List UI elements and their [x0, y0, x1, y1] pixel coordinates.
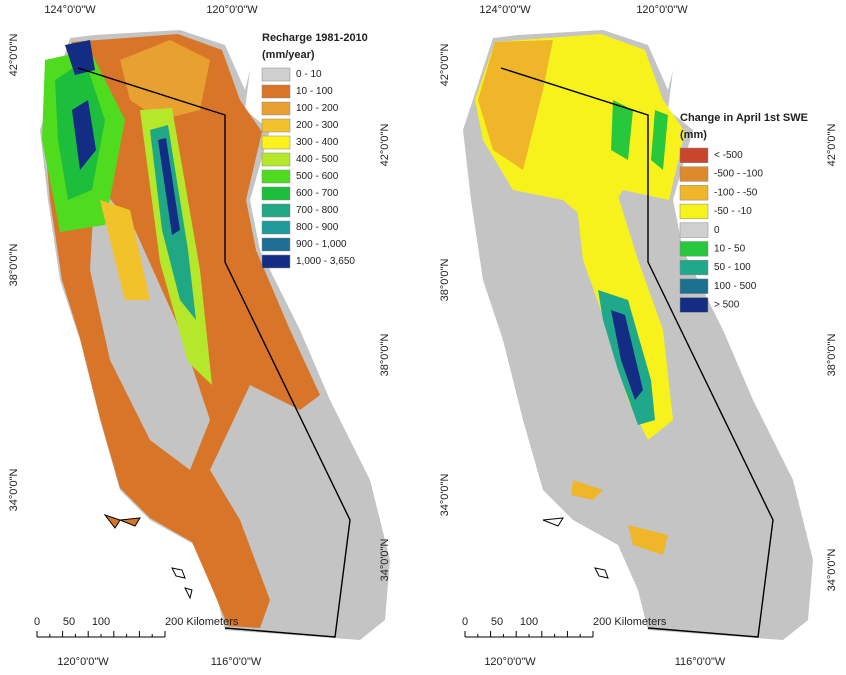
legend-swatch	[261, 169, 291, 184]
legend-swatch	[261, 203, 291, 218]
legend-swatch	[679, 185, 709, 201]
longitude-label: 120°0'0"W	[206, 4, 258, 16]
legend-swatch	[261, 84, 291, 99]
latitude-label: 34°0'0"N	[439, 474, 451, 517]
recharge-map	[40, 30, 390, 640]
legend-swatch	[679, 259, 709, 276]
legend-title: Recharge 1981-2010	[262, 32, 368, 44]
legend-label: 500 - 600	[296, 171, 339, 182]
legend-label: 0 - 10	[296, 69, 322, 80]
latitude-label: 42°0'0"N	[379, 124, 391, 167]
scale-label: 100	[520, 616, 538, 628]
latitude-label: 42°0'0"N	[8, 34, 20, 77]
legend-swatch	[679, 278, 709, 294]
latitude-label: 42°0'0"N	[439, 44, 451, 87]
legend-label: 300 - 400	[296, 137, 339, 148]
legend-label: -100 - -50	[714, 187, 758, 198]
legend-unit: (mm)	[680, 129, 707, 141]
swe-change-map	[463, 30, 813, 640]
legend-label: 0	[714, 225, 720, 236]
longitude-label: 116°0'0"W	[675, 656, 726, 668]
latitude-label: 38°0'0"N	[379, 334, 391, 377]
legend-swatch	[261, 152, 291, 167]
legend-swatch	[261, 220, 291, 235]
latitude-label: 42°0'0"N	[826, 124, 838, 167]
scale-label: 0	[462, 616, 468, 628]
legend-title: Change in April 1st SWE	[680, 112, 808, 124]
legend-label: -500 - -100	[714, 169, 763, 180]
legend-swatch	[261, 186, 291, 201]
scale-label: 200 Kilometers	[165, 616, 239, 628]
legend-label: 10 - 50	[714, 243, 746, 254]
scale-label: 100	[92, 616, 110, 628]
legend-label: 400 - 500	[296, 154, 339, 165]
longitude-label: 124°0'0"W	[44, 4, 96, 16]
legend-label: 600 - 700	[296, 188, 339, 199]
legend-unit: (mm/year)	[262, 49, 315, 61]
legend-swatch	[679, 203, 709, 220]
scale-label: 0	[34, 616, 40, 628]
scale-label: 50	[63, 616, 75, 628]
legend-label: 10 - 100	[296, 86, 333, 97]
latitude-label: 34°0'0"N	[8, 469, 20, 512]
legend-label: 700 - 800	[296, 205, 339, 216]
legend-label: 200 - 300	[296, 120, 339, 131]
legend-label: 1,000 - 3,650	[296, 256, 355, 267]
legend-swatch	[261, 135, 291, 150]
legend-label: > 500	[714, 300, 740, 311]
legend-swatch	[679, 166, 709, 182]
legend-label: < -500	[714, 150, 743, 161]
longitude-label: 120°0'0"W	[57, 656, 109, 668]
latitude-label: 34°0'0"N	[826, 549, 838, 592]
legend-swatch	[679, 147, 709, 163]
scale-label: 200 Kilometers	[593, 616, 667, 628]
legend-swatch	[261, 118, 291, 133]
latitude-label: 38°0'0"N	[439, 259, 451, 302]
longitude-label: 120°0'0"W	[484, 656, 536, 668]
legend-label: 800 - 900	[296, 222, 339, 233]
legend-swatch	[261, 67, 291, 82]
legend-swatch	[679, 222, 709, 238]
latitude-label: 34°0'0"N	[379, 539, 391, 582]
longitude-label: 120°0'0"W	[636, 4, 688, 16]
legend-swatch	[261, 254, 291, 269]
latitude-label: 38°0'0"N	[826, 334, 838, 377]
legend-label: 50 - 100	[714, 262, 751, 273]
legend-swatch	[679, 241, 709, 257]
legend-label: 900 - 1,000	[296, 239, 347, 250]
longitude-label: 124°0'0"W	[479, 4, 531, 16]
legend-swatch	[261, 101, 291, 116]
longitude-label: 116°0'0"W	[211, 656, 262, 668]
legend-swatch	[261, 237, 291, 252]
latitude-label: 38°0'0"N	[8, 244, 20, 287]
scale-label: 50	[491, 616, 503, 628]
legend-label: 100 - 500	[714, 281, 757, 292]
legend-swatch	[679, 297, 709, 313]
legend-label: -50 - -10	[714, 206, 752, 217]
legend-label: 100 - 200	[296, 103, 339, 114]
